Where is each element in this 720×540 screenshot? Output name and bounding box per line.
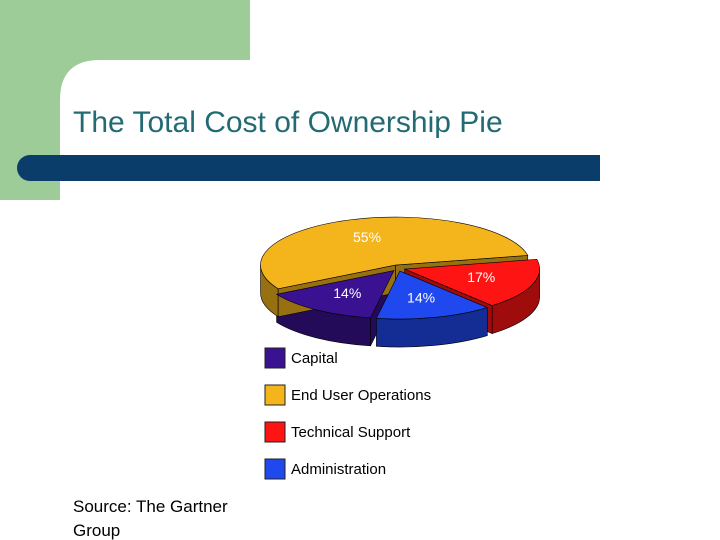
data-label: 17% (467, 269, 495, 285)
data-label: 55% (353, 229, 381, 245)
legend-swatch (264, 384, 286, 406)
chart-title: The Total Cost of Ownership Pie (73, 106, 503, 139)
pie-slice (404, 259, 540, 306)
legend-swatch (264, 458, 286, 480)
source-note: Source: The Gartner Group (73, 497, 228, 540)
legend-swatch (264, 347, 286, 369)
data-label: 14% (333, 285, 361, 301)
legend-label: End User Operations (291, 387, 431, 404)
legend-label: Administration (291, 461, 386, 478)
legend-label: Technical Support (291, 424, 411, 441)
legend-label: Capital (291, 350, 338, 367)
legend-swatch (264, 421, 286, 443)
pie-slice (375, 270, 489, 320)
pie-slice (260, 216, 529, 290)
title-bar (17, 155, 600, 181)
legend: Capital End User Operations Technical Supp… (264, 347, 431, 480)
data-label: 14% (407, 290, 435, 306)
pie: 14% 55% 17% 14% (260, 216, 540, 348)
pie-slice (275, 270, 395, 319)
